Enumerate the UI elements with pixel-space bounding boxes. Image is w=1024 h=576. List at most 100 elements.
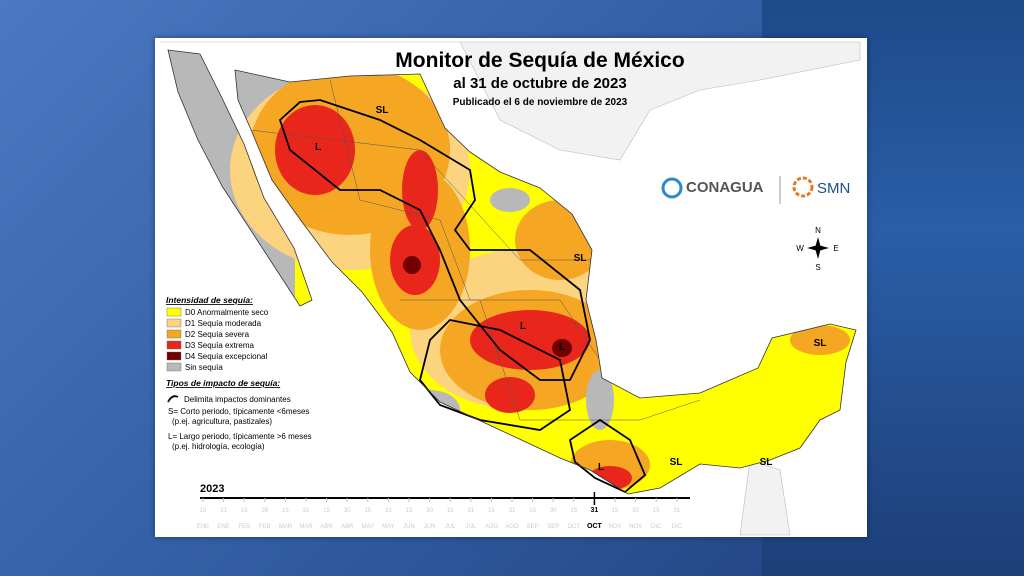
timeline-current-month: OCT <box>587 523 603 530</box>
region-label: L <box>559 342 565 353</box>
timeline-month: OCT <box>567 524 580 530</box>
region-label: SL <box>574 253 587 264</box>
neighbor-country <box>160 41 861 161</box>
legend-swatch <box>166 307 182 317</box>
timeline-day: 31 <box>591 508 598 514</box>
published-date: Publicado el 6 de noviembre de 2023 <box>453 97 628 108</box>
legend-label: D3 Sequía extrema <box>185 341 254 350</box>
timeline-day: 15 <box>406 508 413 514</box>
timeline-day: 15 <box>241 508 248 514</box>
map-labels: SL L SL L L SL SL SL L <box>315 105 826 473</box>
legend-label: D2 Sequía severa <box>185 330 250 339</box>
timeline-month: AGO <box>485 524 499 530</box>
timeline-day: 15 <box>447 508 454 514</box>
logo-icon <box>661 177 683 199</box>
timeline-month: MAR <box>279 524 293 530</box>
timeline: 15 ENE 31 ENE 15 FEB 28 FEB 15 MAR 31 MAR 15 ABR 30 ABR… <box>197 492 683 530</box>
timeline-day: 31 <box>385 508 392 514</box>
timeline-month: ENE <box>217 524 229 530</box>
timeline-month: ABR <box>320 524 333 530</box>
legend-label: D0 Anormalmente seco <box>185 308 269 317</box>
timeline-day: 31 <box>673 508 680 514</box>
timeline-month: SEP <box>547 524 559 530</box>
drought-d3 <box>485 377 535 413</box>
compass-n: N <box>815 226 821 235</box>
impact-legend: Delimita impactos dominantes S= Corto per… <box>168 395 312 451</box>
timeline-day: 31 <box>220 508 227 514</box>
timeline-month: OCT <box>588 524 601 530</box>
timeline-month: FEB <box>238 524 250 530</box>
region-label: L <box>520 321 526 332</box>
timeline-month: FEB <box>259 524 271 530</box>
timeline-day: 15 <box>612 508 619 514</box>
country-outline <box>167 49 857 495</box>
compass-w: W <box>796 244 804 253</box>
timeline-day: 15 <box>653 508 660 514</box>
legend-label: D4 Sequía excepcional <box>185 352 268 361</box>
legend-label: D1 Sequía moderada <box>185 319 262 328</box>
impact-line-icon <box>167 395 179 403</box>
region-label: SL <box>670 457 683 468</box>
map-card: Monitor de Sequía de México al 31 de oct… <box>155 38 867 537</box>
drought-d4 <box>552 339 572 357</box>
neighbor-country <box>739 459 791 536</box>
timeline-day: 15 <box>364 508 371 514</box>
timeline-month: ABR <box>341 524 354 530</box>
legend-title: Intensidad de sequía: <box>166 295 253 305</box>
drought-d4 <box>403 256 421 274</box>
timeline-month: JUN <box>403 524 415 530</box>
drought-d3 <box>470 310 590 370</box>
timeline-month: JUL <box>465 524 476 530</box>
timeline-day: 30 <box>632 508 639 514</box>
drought-d3 <box>402 150 438 230</box>
compass-s: S <box>815 263 820 272</box>
timeline-month: JUL <box>445 524 456 530</box>
timeline-day: 30 <box>344 508 351 514</box>
timeline-month: NOV <box>629 524 642 530</box>
drought-d2 <box>790 325 850 355</box>
timeline-day: 31 <box>509 508 516 514</box>
logo-text: SMN <box>817 180 850 197</box>
timeline-day: 15 <box>200 508 207 514</box>
timeline-day: 30 <box>426 508 433 514</box>
impact-boundaries <box>278 99 647 494</box>
timeline-month: MAY <box>362 524 375 530</box>
timeline-current-day: 31 <box>591 507 599 514</box>
timeline-day: 15 <box>570 508 577 514</box>
timeline-month: MAY <box>382 524 395 530</box>
drought-d3 <box>275 105 355 195</box>
logo-icon <box>792 176 814 198</box>
title: Monitor de Sequía de México <box>395 49 684 72</box>
conagua-logo: CONAGUA SMN <box>661 176 850 204</box>
region-label: SL <box>376 105 389 116</box>
state-borders <box>249 79 701 421</box>
no-drought <box>490 188 530 212</box>
timeline-day: 15 <box>282 508 289 514</box>
timeline-day: 28 <box>261 508 268 514</box>
legend-label: Sin sequía <box>185 363 223 372</box>
timeline-day: 15 <box>323 508 330 514</box>
legend-swatch <box>166 329 182 339</box>
region-label: SL <box>760 457 773 468</box>
impact-label: (p.ej. hidrología, ecología) <box>172 442 265 451</box>
compass-rose <box>807 237 829 259</box>
impact-label: L= Largo periodo, típicamente >6 meses <box>168 432 312 441</box>
timeline-month: MAR <box>299 524 313 530</box>
timeline-day: 15 <box>488 508 495 514</box>
map: Monitor de Sequía de México al 31 de oct… <box>155 38 867 537</box>
legend-swatch <box>166 362 182 372</box>
timeline-day: 30 <box>550 508 557 514</box>
region-label: SL <box>814 338 827 349</box>
compass: N E S W <box>796 226 838 272</box>
impact-label: S= Corto periodo, típicamente <6meses <box>168 407 309 416</box>
logo-text: CONAGUA <box>686 179 764 196</box>
legend: D0 Anormalmente seco D1 Sequía moderada D2… <box>166 307 269 372</box>
impact-label: Delimita impactos dominantes <box>184 395 291 404</box>
timeline-month: ENE <box>197 524 209 530</box>
legend-swatch <box>166 318 182 328</box>
no-drought <box>586 370 614 430</box>
timeline-month: AGO <box>505 524 519 530</box>
timeline-year: 2023 <box>200 483 224 495</box>
timeline-month: JUN <box>424 524 436 530</box>
legend-swatch <box>166 340 182 350</box>
